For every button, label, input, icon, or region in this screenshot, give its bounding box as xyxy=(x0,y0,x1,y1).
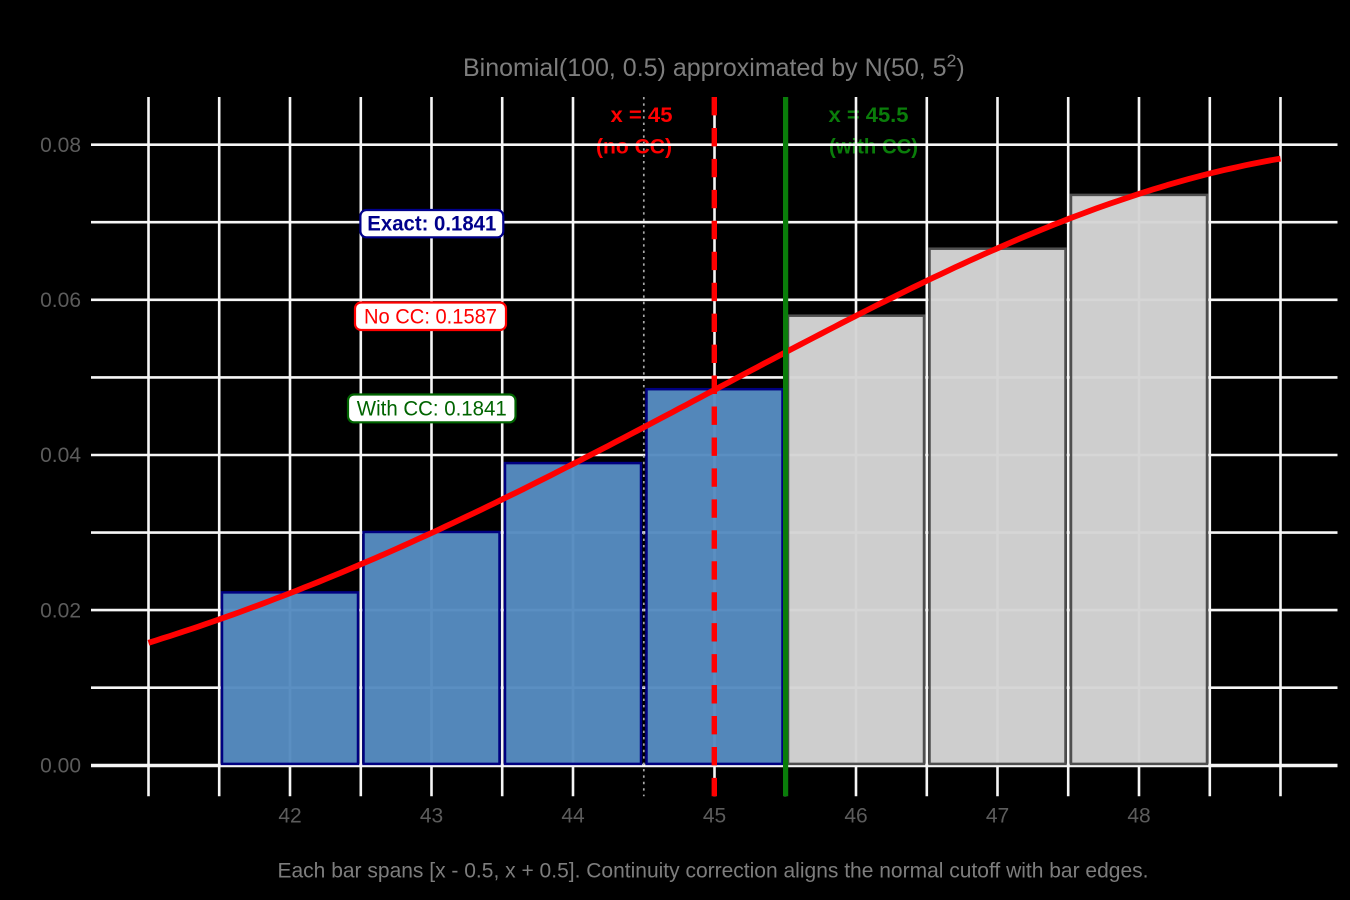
svg-text:Exact: 0.1841: Exact: 0.1841 xyxy=(367,213,496,236)
svg-text:Each bar spans [x - 0.5, x + 0: Each bar spans [x - 0.5, x + 0.5]. Conti… xyxy=(278,860,1149,883)
svg-text:(with CC): (with CC) xyxy=(829,136,918,159)
svg-text:0.08: 0.08 xyxy=(40,134,81,157)
svg-text:46: 46 xyxy=(844,805,867,828)
svg-text:x = 45.5: x = 45.5 xyxy=(829,104,909,127)
svg-text:48: 48 xyxy=(1127,805,1150,828)
svg-text:45: 45 xyxy=(703,805,726,828)
svg-text:0.02: 0.02 xyxy=(40,599,81,622)
svg-text:44: 44 xyxy=(561,805,585,828)
svg-text:x = 45: x = 45 xyxy=(611,104,673,127)
svg-text:Binomial(100, 0.5) approximate: Binomial(100, 0.5) approximated by N(50,… xyxy=(463,51,965,82)
svg-text:With CC: 0.1841: With CC: 0.1841 xyxy=(357,398,507,421)
svg-text:47: 47 xyxy=(986,805,1009,828)
svg-text:No CC: 0.1587: No CC: 0.1587 xyxy=(364,306,497,329)
svg-text:0.00: 0.00 xyxy=(40,755,81,778)
svg-text:(no CC): (no CC) xyxy=(596,136,672,159)
svg-text:43: 43 xyxy=(420,805,443,828)
svg-text:0.04: 0.04 xyxy=(40,444,81,467)
svg-text:0.06: 0.06 xyxy=(40,289,81,312)
svg-text:42: 42 xyxy=(278,805,301,828)
